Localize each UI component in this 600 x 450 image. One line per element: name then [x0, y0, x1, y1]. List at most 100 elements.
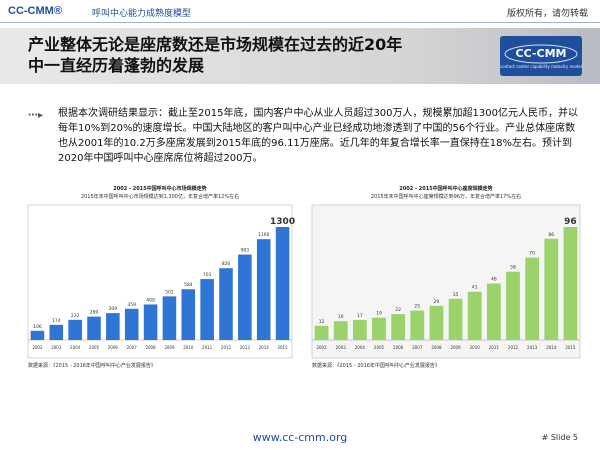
- value-label: 502: [165, 289, 174, 295]
- bar: [410, 310, 425, 340]
- logo-ring: [504, 44, 578, 64]
- value-label: 41: [472, 285, 478, 291]
- bar: [372, 317, 386, 340]
- value-label: 106: [33, 324, 42, 330]
- header-rule: [0, 22, 600, 23]
- x-tick-label: 2013: [527, 345, 538, 350]
- value-label: 409: [146, 297, 155, 303]
- logo: CC-CMM contact center capability maturit…: [500, 36, 582, 76]
- x-tick-label: 2013: [240, 345, 251, 350]
- chart-title: 2002 - 2015中国呼叫中心市场规模走势: [113, 185, 206, 192]
- x-tick-label: 2010: [183, 345, 194, 350]
- chart-subtitle: 2015年末中国呼叫中心座席规模达到96万，年复合增产率17%左右: [371, 193, 521, 200]
- bar: [467, 291, 482, 340]
- x-tick-label: 2012: [508, 345, 519, 350]
- bar: [200, 279, 214, 340]
- bar: [143, 304, 158, 340]
- x-tick-label: 2007: [412, 345, 423, 350]
- x-tick-label: 2015: [277, 345, 288, 350]
- bar: [544, 238, 559, 340]
- slide-title: 产业整体无论是座席数还是市场规模在过去的近20年 中一直经历着蓬勃的发展: [28, 34, 402, 76]
- value-label: 17: [357, 313, 363, 319]
- value-label: 309: [109, 306, 118, 312]
- logo-tagline: contact center capability maturity model: [500, 64, 582, 69]
- x-tick-label: 2005: [374, 345, 385, 350]
- value-label: 1300: [270, 217, 295, 227]
- bar: [30, 330, 45, 340]
- bar: [106, 313, 120, 340]
- brand-logo: CC-CMM®: [8, 5, 62, 17]
- bar: [275, 227, 290, 340]
- value-label: 58: [510, 265, 516, 271]
- bar: [238, 254, 252, 340]
- bar: [49, 324, 64, 340]
- x-tick-label: 2014: [259, 345, 270, 350]
- x-tick-label: 2008: [145, 345, 156, 350]
- x-tick-label: 2011: [489, 345, 500, 350]
- value-label: 983: [241, 248, 250, 254]
- value-label: 174: [52, 318, 61, 324]
- value-label: 269: [90, 310, 99, 316]
- bar: [87, 316, 101, 340]
- x-tick-label: 2002: [316, 345, 327, 350]
- plot-area: [27, 204, 293, 359]
- bar: [525, 257, 540, 340]
- bar: [68, 319, 82, 340]
- x-tick-label: 2014: [546, 345, 557, 350]
- chart-source: 数据来源：《2015 - 2016年中国呼叫中心产业发展报告》: [28, 362, 156, 369]
- x-tick-label: 2004: [355, 345, 366, 350]
- value-label: 96: [564, 217, 577, 227]
- x-tick-label: 2008: [431, 345, 442, 350]
- value-label: 826: [222, 261, 231, 267]
- bar: [333, 321, 348, 340]
- value-label: 22: [395, 307, 401, 313]
- chart-title: 2002 - 2015中国呼叫中心座席规模走势: [399, 185, 492, 192]
- value-label: 25: [414, 304, 420, 310]
- brand-subtitle: 呼叫中心能力成熟度模型: [92, 9, 192, 19]
- value-label: 29: [434, 299, 440, 305]
- bar: [506, 271, 520, 340]
- value-label: 232: [71, 313, 80, 319]
- chart-subtitle: 2015年末中国呼叫中心市场规模达到1,300亿，年复合增产率12%左右: [81, 193, 239, 200]
- value-label: 48: [491, 277, 497, 283]
- value-label: 359: [127, 302, 136, 308]
- title-line: 产业整体无论是座席数还是市场规模在过去的近20年: [28, 35, 403, 54]
- value-label: 35: [453, 292, 459, 298]
- bar: [391, 314, 406, 340]
- bar: [256, 239, 271, 340]
- value-label: 19: [376, 311, 382, 317]
- logo-text: CC-CMM: [516, 47, 567, 60]
- bullet-arrow: ⋯▸: [28, 110, 44, 121]
- x-tick-label: 2009: [450, 345, 461, 350]
- value-label: 584: [184, 282, 193, 288]
- x-tick-label: 2005: [89, 345, 100, 350]
- x-tick-label: 2011: [202, 345, 213, 350]
- title-line: 中一直经历着蓬勃的发展: [28, 56, 205, 75]
- body-text: 根据本次调研结果显示：截止至2015年底，国内客户中心从业人员超过300万人，规…: [58, 108, 578, 164]
- bar: [448, 298, 463, 340]
- x-tick-label: 2004: [70, 345, 81, 350]
- x-tick-label: 2009: [164, 345, 175, 350]
- bar: [219, 268, 233, 340]
- logo-bg: [500, 36, 582, 76]
- footer-url: www.cc-cmm.org: [252, 431, 348, 444]
- value-label: 12: [319, 319, 325, 325]
- x-tick-label: 2003: [51, 345, 62, 350]
- x-tick-label: 2012: [221, 345, 232, 350]
- charts: 2002 - 2015中国呼叫中心市场规模走势2015年末中国呼叫中心市场规模达…: [27, 185, 581, 369]
- bar: [181, 289, 196, 340]
- x-tick-label: 2010: [470, 345, 481, 350]
- x-tick-label: 2006: [393, 345, 404, 350]
- value-label: 70: [529, 251, 535, 257]
- bar: [124, 308, 139, 340]
- value-label: 1160: [258, 232, 270, 238]
- chart-source: 数据来源：《2015 - 2016年中国呼叫中心产业发展报告》: [312, 362, 440, 369]
- bar: [352, 319, 367, 340]
- bar: [314, 325, 329, 340]
- bar: [563, 227, 578, 340]
- bar: [486, 283, 501, 340]
- bar: [162, 296, 177, 340]
- bar: [429, 305, 444, 340]
- slide-number: # Slide 5: [541, 433, 578, 442]
